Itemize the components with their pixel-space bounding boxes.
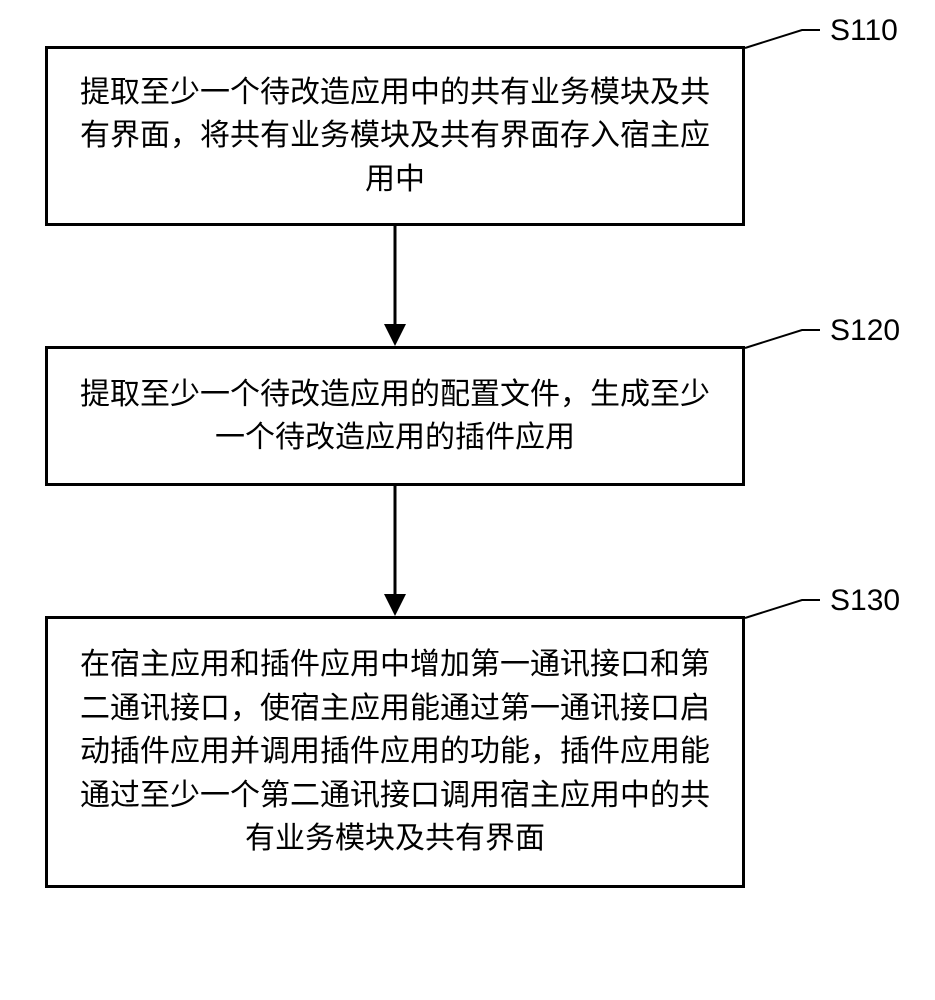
step-s130-label: S130: [830, 584, 900, 618]
step-s130-leader: [0, 0, 935, 1000]
flowchart-canvas: 提取至少一个待改造应用中的共有业务模块及共有界面，将共有业务模块及共有界面存入宿…: [0, 0, 935, 1000]
